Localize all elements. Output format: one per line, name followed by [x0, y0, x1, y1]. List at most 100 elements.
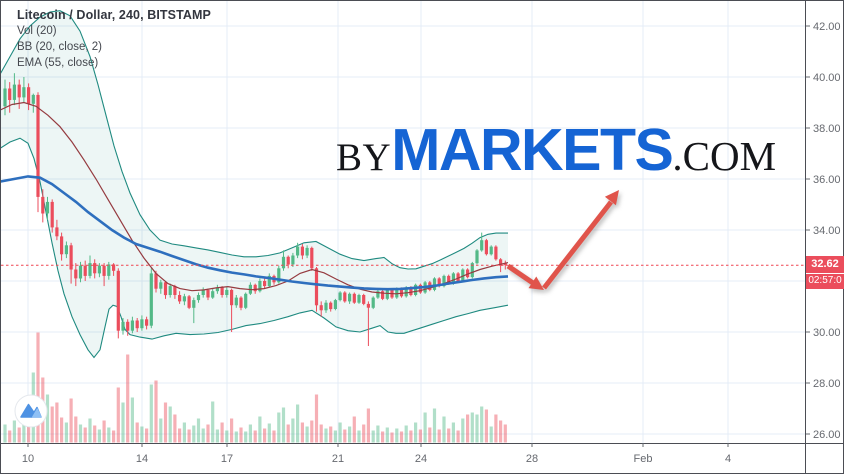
candle [45, 201, 50, 214]
candle [404, 287, 408, 297]
candle [83, 265, 87, 276]
candle [130, 320, 134, 331]
time-tick-label: 4 [725, 453, 731, 465]
gridlines [1, 1, 806, 443]
volume-bar [352, 416, 356, 443]
candle [173, 286, 177, 295]
volume-bar [126, 354, 130, 443]
volume-bar [64, 422, 68, 443]
candle [187, 296, 191, 308]
price-tick-label: 36.00 [813, 174, 841, 186]
candle [230, 289, 234, 306]
mountain-logo-icon [14, 394, 48, 428]
candle [461, 269, 465, 281]
volume-bar [154, 380, 158, 443]
candle [36, 94, 40, 197]
volume-bar [3, 424, 7, 443]
candle [78, 265, 83, 279]
volume-bar [102, 420, 106, 443]
candle [196, 295, 201, 301]
candle [489, 246, 493, 255]
time-tick-label: 10 [22, 453, 34, 465]
volume-bar [192, 425, 196, 443]
price-tick-label: 40.00 [813, 72, 841, 84]
candle [69, 245, 73, 270]
candle [41, 196, 45, 214]
volume-bar [484, 409, 488, 443]
candle [447, 275, 451, 284]
candle [395, 288, 399, 298]
volume-bar [466, 414, 470, 443]
volume-bar [187, 429, 191, 443]
volume-bar [357, 430, 361, 443]
volume-bar [404, 425, 408, 443]
candle [258, 281, 262, 292]
volume-bar [324, 428, 328, 443]
volume-bar [225, 430, 229, 443]
candle [93, 263, 97, 274]
candle [201, 289, 205, 295]
volume-bar [442, 416, 446, 443]
volume-bar [281, 407, 286, 443]
provider-logo[interactable] [14, 394, 48, 433]
volume-bar [395, 428, 399, 443]
volume-bar [22, 416, 26, 443]
volume-bar [362, 424, 366, 443]
candle [357, 295, 361, 303]
candle [182, 296, 186, 302]
candle [22, 87, 26, 98]
candle [192, 300, 196, 308]
volume-bar [206, 424, 210, 443]
volume-bar [107, 427, 111, 443]
candle [215, 287, 219, 292]
candle [253, 284, 257, 292]
volume-bar [291, 418, 295, 443]
last-price-value: 32.62 [811, 258, 839, 270]
volume-bar [418, 429, 422, 443]
volume-bar [196, 418, 201, 443]
candle [121, 321, 125, 331]
time-tick-label: 17 [221, 453, 233, 465]
candle [352, 293, 356, 303]
candle [376, 291, 380, 298]
candle [333, 300, 337, 309]
volume-bar [390, 432, 394, 443]
candles [3, 73, 507, 346]
candle [17, 84, 21, 98]
candle [286, 256, 290, 265]
volume-bar [399, 431, 404, 443]
volume-bar [149, 384, 153, 443]
price-tick-label: 42.00 [813, 21, 841, 33]
volume-bar [475, 414, 479, 443]
volume-bar [489, 426, 493, 443]
price-axis[interactable]: 42.00 40.00 38.00 36.00 34.00 30.00 28.00 26.00 [806, 21, 841, 441]
volume-bar [333, 430, 337, 443]
volume-bar [83, 427, 87, 443]
volume-bar [451, 422, 455, 443]
candle [324, 302, 328, 311]
candle [385, 289, 389, 299]
volume-bar [272, 430, 276, 443]
candle [126, 321, 130, 331]
volume-bar [74, 416, 78, 443]
volume-bar [263, 428, 267, 443]
candle [168, 286, 172, 295]
volume-bar [428, 427, 432, 443]
time-tick-label: 28 [526, 453, 538, 465]
candle [149, 273, 153, 326]
candle [31, 94, 35, 104]
volume-bar [296, 404, 300, 443]
candle [154, 273, 158, 289]
candle [366, 303, 370, 308]
candle [55, 227, 59, 237]
volume-bar [248, 424, 252, 443]
volume-bar [8, 430, 12, 443]
volume-bar [168, 406, 172, 443]
volume-bar [55, 402, 59, 443]
candle [145, 319, 149, 326]
volume-bar [376, 425, 380, 443]
time-axis[interactable]: 10 14 17 21 24 28 Feb 4 [22, 443, 731, 465]
candle [451, 273, 455, 284]
